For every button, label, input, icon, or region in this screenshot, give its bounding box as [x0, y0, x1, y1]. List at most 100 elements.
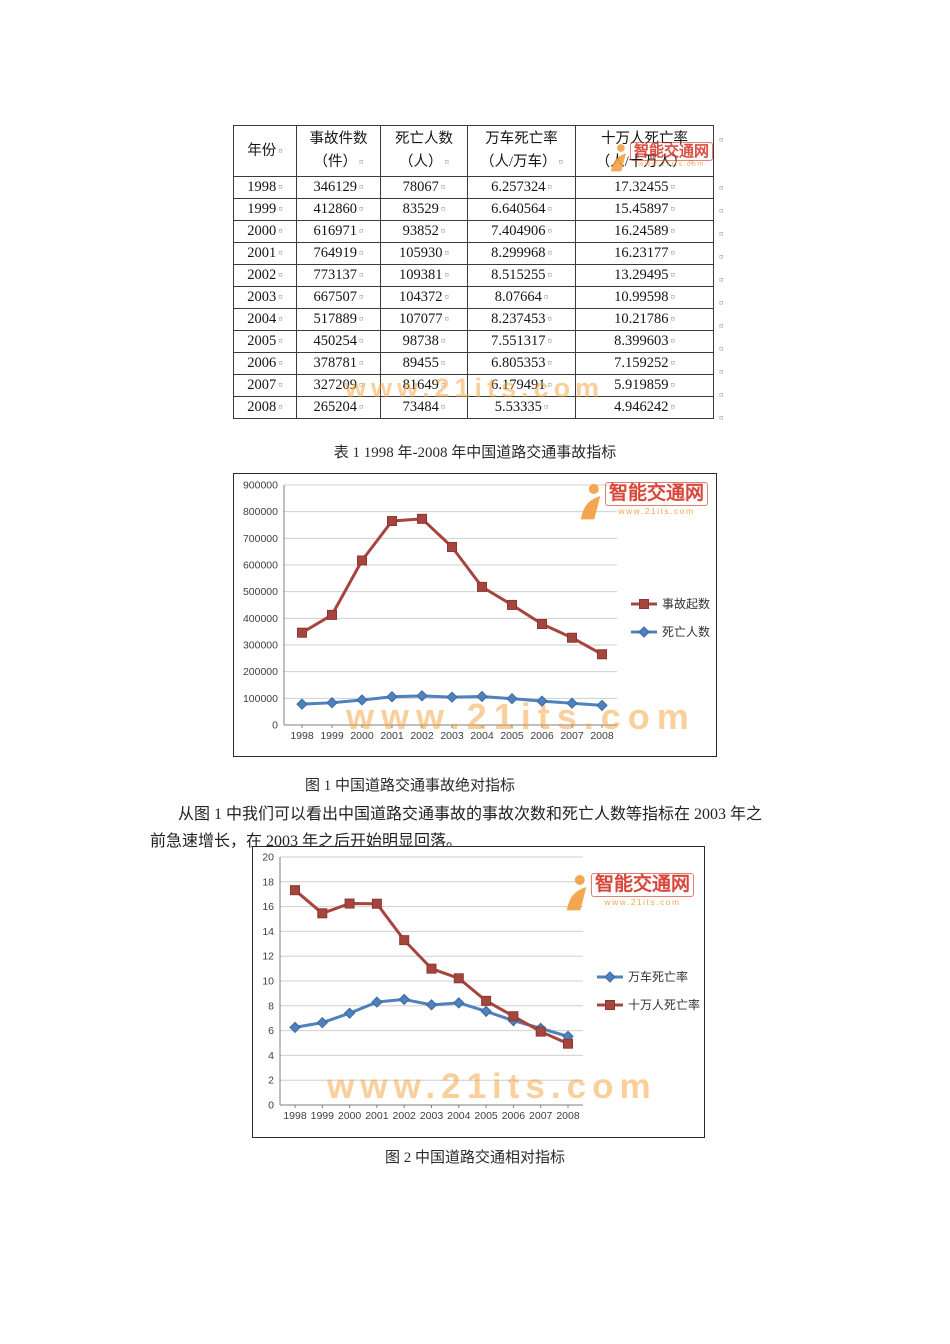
- table-cell: 7.159252 ¤: [575, 352, 714, 375]
- svg-text:2006: 2006: [530, 730, 554, 742]
- table-cell: 4.946242 ¤: [575, 396, 714, 419]
- svg-text:14: 14: [262, 926, 274, 938]
- table-cell: 2004 ¤: [233, 308, 297, 331]
- table-cell: 8.299968 ¤: [467, 242, 576, 265]
- column-header: 万车死亡率 （人/万车） ¤: [467, 125, 576, 177]
- cell-end-mark: ¤: [444, 157, 450, 167]
- svg-text:2007: 2007: [560, 730, 584, 742]
- table-cell: 10.21786 ¤: [575, 308, 714, 331]
- table-cell: 6.257324 ¤: [467, 176, 576, 199]
- svg-text:2002: 2002: [410, 730, 434, 742]
- svg-text:2005: 2005: [500, 730, 524, 742]
- svg-text:0: 0: [272, 720, 278, 732]
- svg-text:2005: 2005: [474, 1110, 498, 1122]
- table-cell: 83529 ¤: [380, 198, 468, 221]
- cell-end-mark: ¤: [670, 380, 675, 390]
- svg-text:100000: 100000: [243, 693, 278, 705]
- table-cell: 107077 ¤: [380, 308, 468, 331]
- cell-end-mark: ¤: [278, 204, 283, 214]
- cell-end-mark: ¤: [670, 402, 675, 412]
- cell-end-mark: ¤: [278, 182, 283, 192]
- svg-text:2000: 2000: [338, 1110, 362, 1122]
- svg-text:700000: 700000: [243, 533, 278, 545]
- cell-end-mark: ¤: [547, 226, 552, 236]
- cell-end-mark: ¤: [670, 204, 675, 214]
- cell-end-mark: ¤: [278, 380, 283, 390]
- figure1-line-chart: 0 100000 200000 300000 400000 500000 600000 700…: [233, 473, 717, 757]
- cell-end-mark: ¤: [547, 314, 552, 324]
- table-cell: 93852 ¤: [380, 220, 468, 243]
- cell-end-mark: ¤: [670, 248, 675, 258]
- cell-end-mark: ¤: [359, 248, 364, 258]
- table-cell: 2005 ¤: [233, 330, 297, 353]
- svg-text:0: 0: [268, 1100, 274, 1112]
- cell-end-mark: ¤: [670, 226, 675, 236]
- table-cell: 2002 ¤: [233, 264, 297, 287]
- table-cell: 5.919859 ¤: [575, 374, 714, 397]
- cell-end-mark: ¤: [278, 145, 283, 156]
- cell-end-mark: ¤: [359, 157, 364, 167]
- cell-end-mark: ¤: [359, 358, 364, 368]
- svg-text:2001: 2001: [380, 730, 404, 742]
- table-cell: 7.404906 ¤: [467, 220, 576, 243]
- table-row: 2006 ¤ 378781 ¤ 89455 ¤ 6.805353 ¤ 7.159252 ¤: [233, 352, 714, 375]
- svg-text:6: 6: [268, 1025, 274, 1037]
- cell-end-mark: ¤: [440, 402, 446, 412]
- cell-end-mark: ¤: [444, 270, 450, 280]
- cell-end-mark: ¤: [278, 248, 283, 258]
- svg-text:2: 2: [268, 1075, 274, 1087]
- cell-end-mark: ¤: [278, 292, 283, 302]
- cell-end-mark: ¤: [444, 314, 450, 324]
- table-cell: 17.32455 ¤: [575, 176, 714, 199]
- cell-end-mark: ¤: [440, 380, 446, 390]
- svg-text:600000: 600000: [243, 560, 278, 572]
- figure2-line-chart: 0 2 4 6 8 10 12 14 16 18 20 1998 1999 2000 2001 2002 200…: [252, 846, 705, 1138]
- svg-text:万车死亡率: 万车死亡率: [628, 969, 688, 984]
- accident-statistics-table: 年份 ¤ 事故件数 （件） ¤ 死亡人数 （人） ¤ 万车死亡率 （人/万车） ¤ 十万人死亡率 （人/…: [233, 125, 714, 419]
- svg-text:1998: 1998: [283, 1110, 307, 1122]
- cell-end-mark: ¤: [359, 336, 364, 346]
- svg-text:2006: 2006: [502, 1110, 526, 1122]
- svg-text:500000: 500000: [243, 586, 278, 598]
- cell-end-mark: ¤: [444, 292, 450, 302]
- cell-end-mark: ¤: [359, 204, 364, 214]
- cell-end-mark: ¤: [547, 204, 552, 214]
- cell-end-mark: ¤: [543, 402, 549, 412]
- table-row: 2007 ¤ 327209 ¤ 81649 ¤ 6.179491 ¤ 5.919859 ¤: [233, 374, 714, 397]
- svg-text:2000: 2000: [350, 730, 374, 742]
- table-cell: 105930 ¤: [380, 242, 468, 265]
- svg-text:2004: 2004: [447, 1110, 471, 1122]
- figure2-caption: 图 2 中国道路交通相对指标: [384, 1150, 565, 1166]
- table-cell: 773137 ¤: [296, 264, 381, 287]
- cell-end-mark: ¤: [670, 182, 675, 192]
- table-cell: 89455 ¤: [380, 352, 468, 375]
- column-header: 十万人死亡率 （人/十万人） ¤: [575, 125, 714, 177]
- column-header: 事故件数 （件） ¤: [296, 125, 381, 177]
- figure1-plot-svg: 0 100000 200000 300000 400000 500000 600000 700…: [243, 480, 710, 743]
- table-cell: 8.515255 ¤: [467, 264, 576, 287]
- svg-text:1999: 1999: [311, 1110, 335, 1122]
- table-cell: 78067 ¤: [380, 176, 468, 199]
- cell-end-mark: ¤: [547, 336, 552, 346]
- svg-text:10: 10: [262, 976, 274, 988]
- cell-end-mark: ¤: [558, 157, 564, 167]
- cell-end-mark: ¤: [670, 336, 675, 346]
- table-cell: 109381 ¤: [380, 264, 468, 287]
- svg-text:2002: 2002: [393, 1110, 417, 1122]
- table-cell: 8.07664 ¤: [467, 286, 576, 309]
- cell-end-mark: ¤: [688, 157, 694, 167]
- cell-end-mark: ¤: [547, 182, 552, 192]
- svg-text:事故起数: 事故起数: [662, 596, 710, 611]
- cell-end-mark: ¤: [278, 402, 283, 412]
- svg-text:4: 4: [268, 1050, 274, 1062]
- cell-end-mark: ¤: [278, 358, 283, 368]
- cell-end-mark: ¤: [359, 380, 364, 390]
- table-row: 2001 ¤ 764919 ¤ 105930 ¤ 8.299968 ¤ 16.23177 ¤: [233, 242, 714, 265]
- cell-end-mark: ¤: [440, 204, 446, 214]
- accident-statistics-table-block: 年份 ¤ 事故件数 （件） ¤ 死亡人数 （人） ¤ 万车死亡率 （人/万车） ¤ 十万人死亡率 （人/…: [233, 125, 724, 423]
- table-row: 2005 ¤ 450254 ¤ 98738 ¤ 7.551317 ¤ 8.399603 ¤: [233, 330, 714, 353]
- table-cell: 265204 ¤: [296, 396, 381, 419]
- table-cell: 5.53335 ¤: [467, 396, 576, 419]
- svg-text:16: 16: [262, 901, 274, 913]
